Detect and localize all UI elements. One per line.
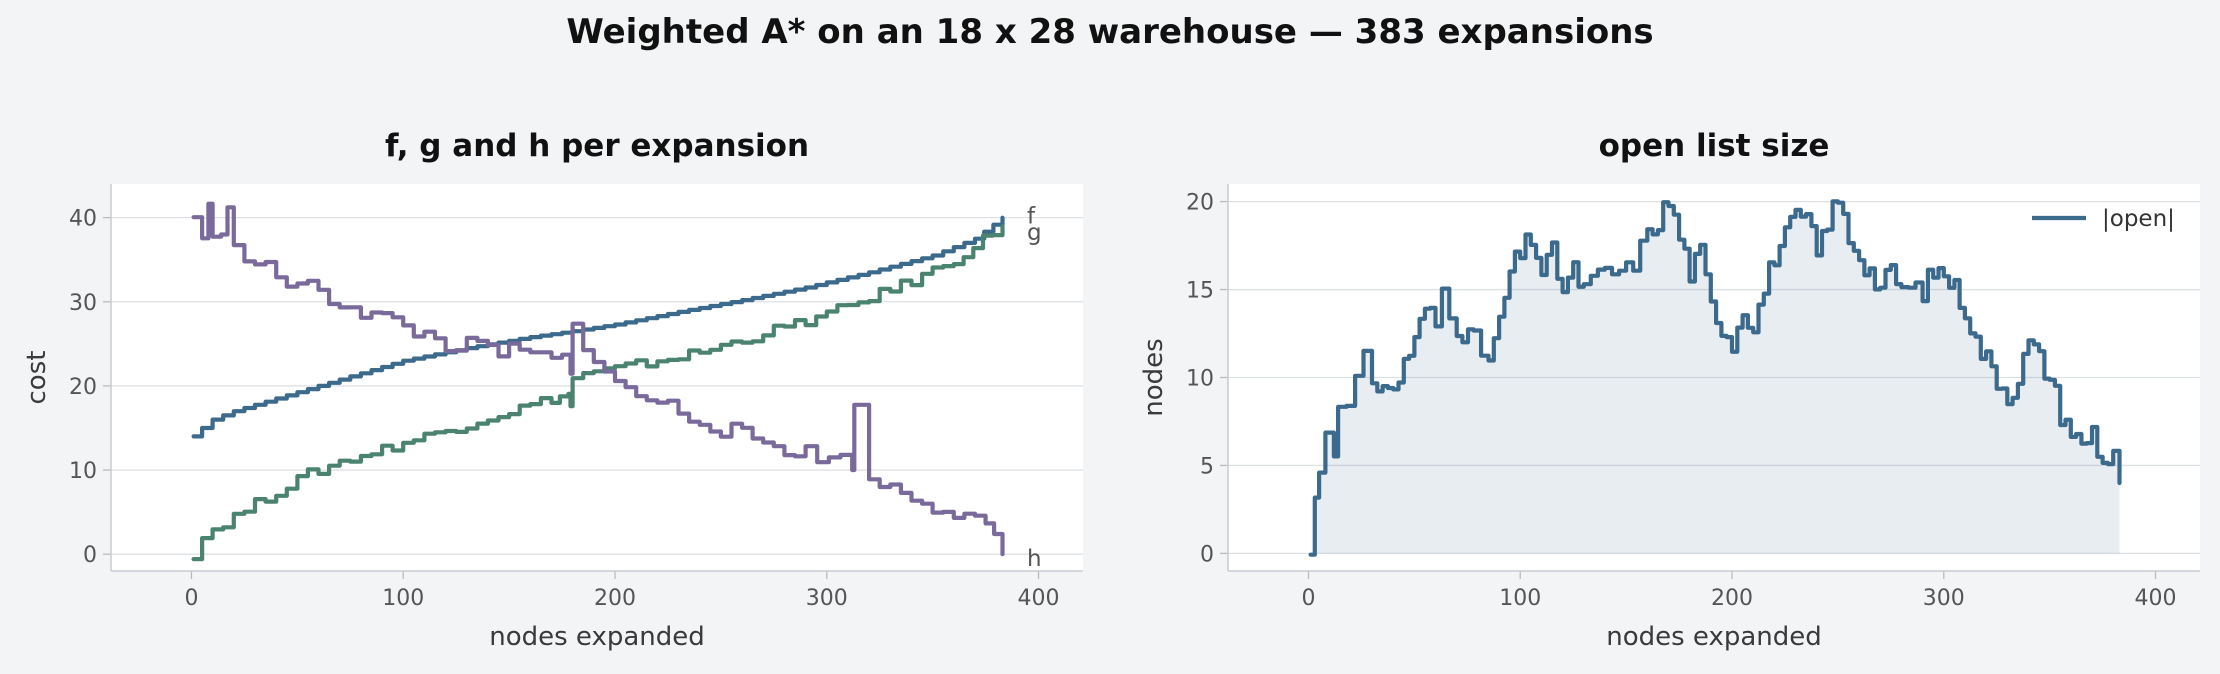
end-label-h: h: [1027, 546, 1042, 572]
series-line-f: [191, 215, 1005, 439]
y-tick-label: 20: [69, 375, 97, 400]
y-tick-label: 40: [69, 207, 97, 232]
y-axis-label: nodes: [1139, 338, 1169, 416]
y-tick-label: 5: [1200, 454, 1214, 479]
x-tick-label: 200: [1711, 586, 1753, 611]
x-tick-label: 400: [1018, 586, 1060, 611]
x-axis-label: nodes expanded: [1606, 622, 1822, 652]
y-tick-label: 10: [69, 459, 97, 484]
x-tick-label: 300: [1923, 586, 1965, 611]
x-tick-label: 200: [594, 586, 636, 611]
chart-title: open list size: [1599, 128, 1830, 164]
y-tick-label: 10: [1186, 367, 1214, 392]
series-line-g: [191, 224, 1005, 562]
figure-title: Weighted A* on an 18 x 28 warehouse — 38…: [566, 12, 1654, 52]
end-label-g: g: [1027, 220, 1042, 246]
chart-title: f, g and h per expansion: [385, 128, 809, 164]
series-line-open: [1308, 199, 2122, 557]
y-tick-label: 15: [1186, 279, 1214, 304]
y-tick-label: 30: [69, 291, 97, 316]
y-axis-label: cost: [22, 351, 52, 405]
x-axis-label: nodes expanded: [489, 622, 705, 652]
x-tick-label: 100: [382, 586, 424, 611]
series-line-h: [191, 201, 1005, 557]
series-area-fill: [1310, 201, 2120, 555]
x-tick-label: 100: [1499, 586, 1541, 611]
x-tick-label: 0: [184, 586, 198, 611]
y-tick-label: 0: [1200, 542, 1214, 567]
legend-label: |open|: [2102, 206, 2175, 232]
x-tick-label: 300: [806, 586, 848, 611]
y-tick-label: 20: [1186, 191, 1214, 216]
x-tick-label: 0: [1301, 586, 1315, 611]
plot-area: [111, 184, 1083, 571]
y-tick-label: 0: [83, 543, 97, 568]
x-tick-label: 400: [2135, 586, 2177, 611]
end-label-f: f: [1027, 204, 1036, 230]
